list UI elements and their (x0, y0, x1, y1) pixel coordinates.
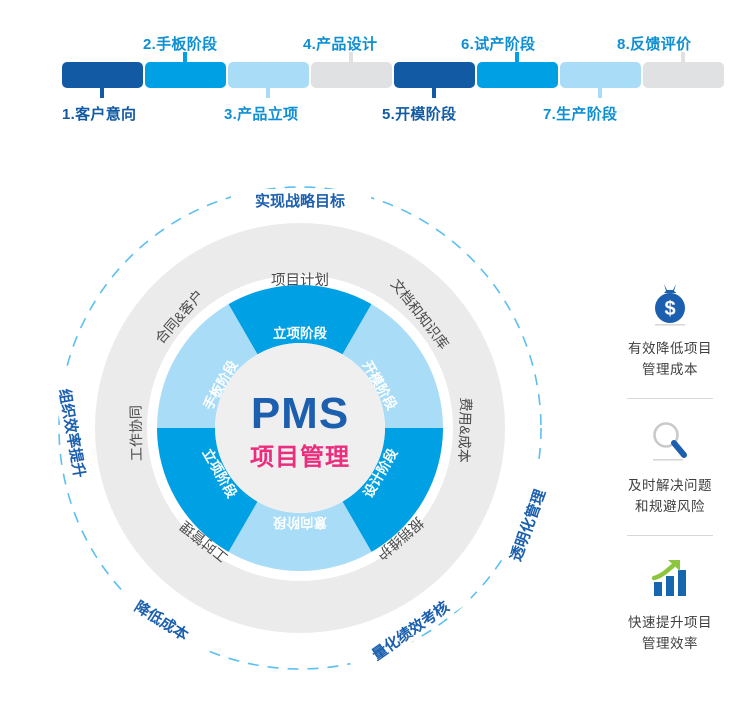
magnifier-icon (600, 415, 740, 467)
timeline-segment-4[interactable] (311, 62, 392, 88)
timeline-segment-6[interactable] (477, 62, 558, 88)
timeline-segment-3[interactable] (228, 62, 309, 88)
inner-segment-1[interactable] (342, 304, 444, 428)
timeline-label-3: 3.产品立项 (224, 106, 299, 123)
timeline-segment-8[interactable] (643, 62, 724, 88)
timeline-label-6: 6.试产阶段 (461, 36, 536, 53)
timeline-tick-6 (515, 52, 519, 62)
feature-text-2: 快速提升项目 管理效率 (600, 612, 740, 654)
inner-segment-5[interactable] (156, 304, 258, 428)
feature-line2-2: 管理效率 (642, 636, 698, 651)
timeline-tick-1 (100, 88, 104, 98)
inner-segment-3[interactable] (228, 501, 372, 572)
money-bag-icon: $ (600, 278, 740, 330)
inner-segment-2[interactable] (342, 428, 444, 552)
timeline-label-2: 2.手板阶段 (143, 36, 218, 53)
timeline-segment-2[interactable] (145, 62, 226, 88)
wheel-hub (215, 343, 385, 513)
grey-ring-label-2: 费用&成本 (456, 397, 474, 463)
feature-divider-1 (627, 535, 713, 536)
timeline-label-7: 7.生产阶段 (543, 106, 618, 123)
feature-line1-1: 及时解决问题 (628, 478, 712, 493)
feature-item-2: 快速提升项目 管理效率 (600, 552, 740, 654)
svg-text:$: $ (664, 298, 675, 320)
timeline-label-8: 8.反馈评价 (617, 36, 692, 53)
feature-item-0: $ 有效降低项目 管理成本 (600, 278, 740, 380)
grey-ring-label-0: 项目计划 (271, 272, 329, 289)
timeline-segment-1[interactable] (62, 62, 143, 88)
timeline-tick-7 (598, 88, 602, 98)
timeline-tick-2 (183, 52, 187, 62)
timeline-segment-7[interactable] (560, 62, 641, 88)
dashed-label-top: 实现战略目标 (255, 192, 345, 210)
feature-line2-1: 和规避风险 (635, 499, 705, 514)
feature-list: $ 有效降低项目 管理成本 及时解决问题 和规避风险 (600, 278, 740, 654)
pms-wheel-diagram: 实现战略目标 透明化管理 量化绩效考核 降低成本 组织效率提升 项目计划 文档和… (35, 175, 565, 685)
timeline-label-5: 5.开模阶段 (382, 106, 457, 123)
wheel-hub-title: PMS (251, 389, 349, 438)
timeline-tick-8 (681, 52, 685, 62)
inner-segment-4[interactable] (157, 428, 258, 552)
timeline-tick-4 (349, 52, 353, 62)
growth-chart-icon (600, 552, 740, 604)
phase-timeline: 1.客户意向 2.手板阶段 3.产品立项 4.产品设计 5.开模阶段 6.试产阶… (0, 0, 750, 150)
feature-line2-0: 管理成本 (642, 362, 698, 377)
timeline-tick-3 (266, 88, 270, 98)
inner-segment-label-0: 立项阶段 (273, 325, 327, 341)
inner-segment-0[interactable] (228, 284, 372, 355)
timeline-tick-5 (432, 88, 436, 98)
inner-segment-label-3: 意向阶段 (273, 515, 327, 531)
inner-ring (156, 284, 444, 572)
dashed-outer-ring (58, 186, 542, 670)
feature-text-1: 及时解决问题 和规避风险 (600, 475, 740, 517)
grey-ring-label-5: 工作协同 (128, 405, 145, 461)
timeline-segment-5[interactable] (394, 62, 475, 88)
wheel-hub-subtitle: 项目管理 (250, 443, 350, 471)
feature-line1-0: 有效降低项目 (628, 341, 712, 356)
timeline-label-1: 1.客户意向 (62, 106, 137, 123)
feature-item-1: 及时解决问题 和规避风险 (600, 415, 740, 517)
feature-divider-0 (627, 398, 713, 399)
feature-line1-2: 快速提升项目 (628, 615, 712, 630)
feature-text-0: 有效降低项目 管理成本 (600, 338, 740, 380)
timeline-label-4: 4.产品设计 (303, 36, 378, 53)
